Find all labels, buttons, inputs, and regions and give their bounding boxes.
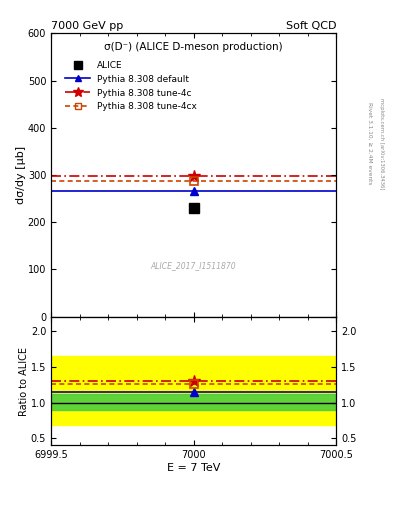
Text: 7000 GeV pp: 7000 GeV pp bbox=[51, 20, 123, 31]
X-axis label: E = 7 TeV: E = 7 TeV bbox=[167, 463, 220, 473]
Text: mcplots.cern.ch [arXiv:1306.3436]: mcplots.cern.ch [arXiv:1306.3436] bbox=[379, 98, 384, 189]
Bar bbox=[51, 394, 336, 410]
Text: Rivet 3.1.10, ≥ 2.4M events: Rivet 3.1.10, ≥ 2.4M events bbox=[367, 102, 372, 185]
Text: Soft QCD: Soft QCD bbox=[286, 20, 336, 31]
Text: σ(D⁻) (ALICE D-meson production): σ(D⁻) (ALICE D-meson production) bbox=[104, 42, 283, 52]
Y-axis label: dσ/dy [μb]: dσ/dy [μb] bbox=[17, 146, 26, 204]
Y-axis label: Ratio to ALICE: Ratio to ALICE bbox=[20, 347, 29, 416]
Text: ALICE_2017_I1511870: ALICE_2017_I1511870 bbox=[151, 261, 236, 270]
Bar bbox=[51, 356, 336, 425]
Legend: ALICE, Pythia 8.308 default, Pythia 8.308 tune-4c, Pythia 8.308 tune-4cx: ALICE, Pythia 8.308 default, Pythia 8.30… bbox=[61, 58, 201, 115]
